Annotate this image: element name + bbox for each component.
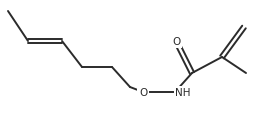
Text: O: O (172, 37, 180, 47)
Text: O: O (139, 87, 147, 97)
Text: NH: NH (175, 87, 191, 97)
